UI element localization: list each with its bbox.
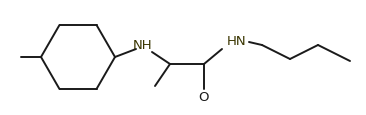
Text: NH: NH — [133, 39, 153, 52]
Text: HN: HN — [227, 35, 247, 48]
Text: O: O — [199, 91, 209, 104]
